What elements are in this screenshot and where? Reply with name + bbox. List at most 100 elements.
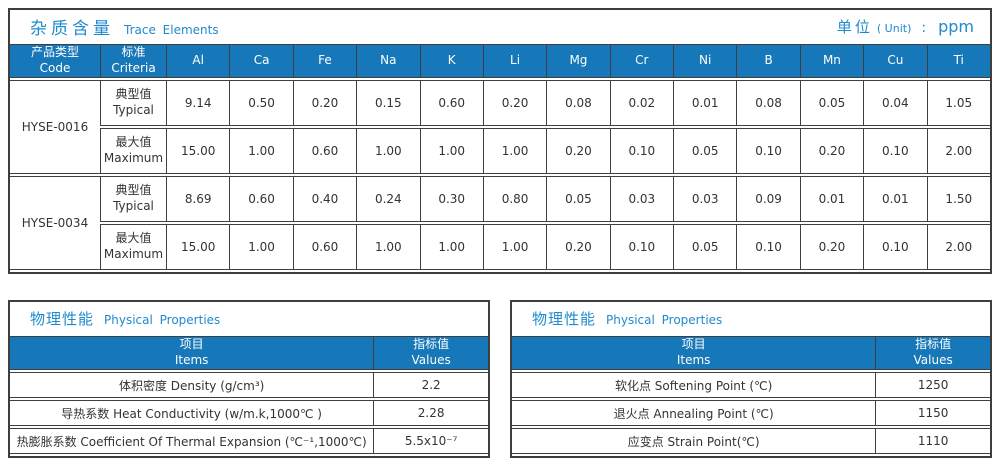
section-title-zh: 物理性能: [532, 309, 597, 328]
property-value: 1250: [875, 372, 990, 398]
col-header-items-zh: 项目: [179, 337, 204, 352]
phys-row: 软化点 Softening Point (℃) 1250: [512, 372, 990, 398]
property-value: 2.28: [373, 400, 488, 426]
value-al: 15.00: [166, 128, 230, 174]
phys-row: 热膨胀系数 Coefficient Of Thermal Expansion (…: [10, 428, 488, 454]
phys-row: 导热系数 Heat Conductivity (w/m.k,1000℃ ) 2.2…: [10, 400, 488, 426]
value-na: 0.24: [356, 176, 420, 222]
element-header-b: B: [736, 44, 800, 78]
product-code: HYSE-0034: [10, 176, 100, 270]
unit-zh: 单位: [836, 17, 873, 36]
value-mn: 0.20: [799, 224, 864, 270]
phys-row: 体积密度 Density (g/cm³) 2.2: [10, 372, 488, 398]
property-item: 软化点 Softening Point (℃): [512, 372, 876, 398]
col-header-values-en: Values: [913, 353, 953, 367]
value-fe: 0.60: [292, 128, 357, 174]
value-mn: 0.20: [799, 128, 864, 174]
property-item: 退火点 Annealing Point (℃): [512, 400, 876, 426]
section-title-zh: 物理性能: [30, 309, 95, 328]
section-title-en: Trace Elements: [124, 22, 219, 37]
physical-right-table: 项目 Items 指标值 Values 软化点 Softening Point …: [512, 334, 990, 456]
trace-row: 最大值 Maximum 15.00 1.00 0.60 1.00 1.00 1.00 0.20 0…: [10, 224, 990, 270]
value-ti: 1.05: [926, 80, 990, 126]
section-title-zh: 杂质含量: [30, 18, 114, 39]
criteria-label: 典型值 Typical: [100, 176, 166, 222]
section-title: 物理性能 Physical Properties: [30, 308, 220, 329]
criteria-label-en: Typical: [113, 199, 154, 213]
unit-value: ppm: [938, 16, 974, 36]
col-header-items-en: Items: [174, 353, 209, 367]
physical-left-panel: 物理性能 Physical Properties 项目 Items: [8, 300, 490, 458]
col-header-values: 指标值 Values: [373, 336, 488, 370]
criteria-label-en: Typical: [113, 103, 154, 117]
physical-right-panel: 物理性能 Physical Properties 项目 Items: [510, 300, 992, 458]
phys-row: 退火点 Annealing Point (℃) 1150: [512, 400, 990, 426]
phys-left-body: 体积密度 Density (g/cm³) 2.2 导热系数 Heat Conduct…: [10, 372, 488, 454]
criteria-label: 最大值 Maximum: [100, 128, 166, 174]
criteria-label: 典型值 Typical: [100, 80, 166, 126]
value-na: 1.00: [356, 128, 420, 174]
col-header-criteria-zh: 标准: [121, 45, 146, 60]
phys-right-header-row: 项目 Items 指标值 Values: [512, 336, 990, 370]
value-k: 0.60: [419, 80, 483, 126]
value-mn: 0.05: [799, 80, 864, 126]
trace-body: HYSE-0016 典型值 Typical 9.14 0.50 0.20 0.15 0.60 0…: [10, 80, 990, 270]
value-cu: 0.04: [863, 80, 927, 126]
value-li: 0.80: [482, 176, 547, 222]
col-header-code-zh: 产品类型: [30, 45, 79, 60]
value-li: 1.00: [482, 128, 547, 174]
value-ti: 2.00: [926, 224, 990, 270]
trace-elements-table: 产品类型 Code 标准 Criteria Al Ca Fe Na K Li Mg Cr Ni B…: [10, 42, 990, 272]
col-header-criteria: 标准 Criteria: [100, 44, 166, 78]
element-header-ca: Ca: [229, 44, 293, 78]
value-cu: 0.01: [863, 176, 927, 222]
value-k: 0.30: [419, 176, 483, 222]
property-value: 2.2: [373, 372, 488, 398]
value-cr: 0.10: [609, 128, 673, 174]
value-li: 0.20: [482, 80, 547, 126]
trace-elements-panel: 杂质含量 Trace Elements 单位 ( Unit) : ppm 产品类…: [8, 8, 992, 274]
value-ca: 0.50: [229, 80, 293, 126]
physical-left-title: 物理性能 Physical Properties: [10, 302, 488, 334]
col-header-items: 项目 Items: [512, 336, 876, 370]
value-cr: 0.03: [609, 176, 673, 222]
trace-row: 最大值 Maximum 15.00 1.00 0.60 1.00 1.00 1.00 0.20 0…: [10, 128, 990, 174]
col-header-values-zh: 指标值: [915, 337, 952, 352]
section-title-en: Physical Properties: [104, 312, 221, 327]
criteria-label-en: Maximum: [103, 151, 164, 165]
criteria-label-zh: 最大值: [115, 135, 152, 150]
property-value: 5.5x10⁻⁷: [373, 428, 488, 454]
value-fe: 0.40: [292, 176, 357, 222]
value-cr: 0.10: [609, 224, 673, 270]
value-mg: 0.05: [546, 176, 610, 222]
element-header-k: K: [419, 44, 483, 78]
col-header-code: 产品类型 Code: [10, 44, 100, 78]
trace-panel-title: 杂质含量 Trace Elements 单位 ( Unit) : ppm: [10, 10, 990, 42]
section-title: 杂质含量 Trace Elements: [30, 14, 219, 39]
value-ni: 0.03: [673, 176, 737, 222]
trace-row: HYSE-0034 典型值 Typical 8.69 0.60 0.40 0.24 0.30 0…: [10, 176, 990, 270]
criteria-label: 最大值 Maximum: [100, 224, 166, 270]
product-code: HYSE-0016: [10, 80, 100, 174]
value-ca: 0.60: [229, 176, 293, 222]
criteria-label-zh: 典型值: [115, 87, 152, 102]
value-cu: 0.10: [863, 224, 927, 270]
value-b: 0.09: [736, 176, 800, 222]
value-mg: 0.20: [546, 128, 610, 174]
value-ti: 1.50: [926, 176, 990, 222]
value-na: 0.15: [356, 80, 420, 126]
value-mg: 0.20: [546, 224, 610, 270]
property-value: 1150: [875, 400, 990, 426]
section-title-en: Physical Properties: [606, 312, 723, 327]
element-header-cu: Cu: [863, 44, 927, 78]
col-header-items-en: Items: [676, 353, 711, 367]
criteria-label-zh: 典型值: [115, 183, 152, 198]
property-item: 应变点 Strain Point(℃): [512, 428, 876, 454]
phys-right-body: 软化点 Softening Point (℃) 1250 退火点 Annealing…: [512, 372, 990, 454]
element-header-mn: Mn: [799, 44, 864, 78]
value-ti: 2.00: [926, 128, 990, 174]
value-mg: 0.08: [546, 80, 610, 126]
col-header-items: 项目 Items: [10, 336, 374, 370]
value-cu: 0.10: [863, 128, 927, 174]
criteria-label-zh: 最大值: [115, 231, 152, 246]
